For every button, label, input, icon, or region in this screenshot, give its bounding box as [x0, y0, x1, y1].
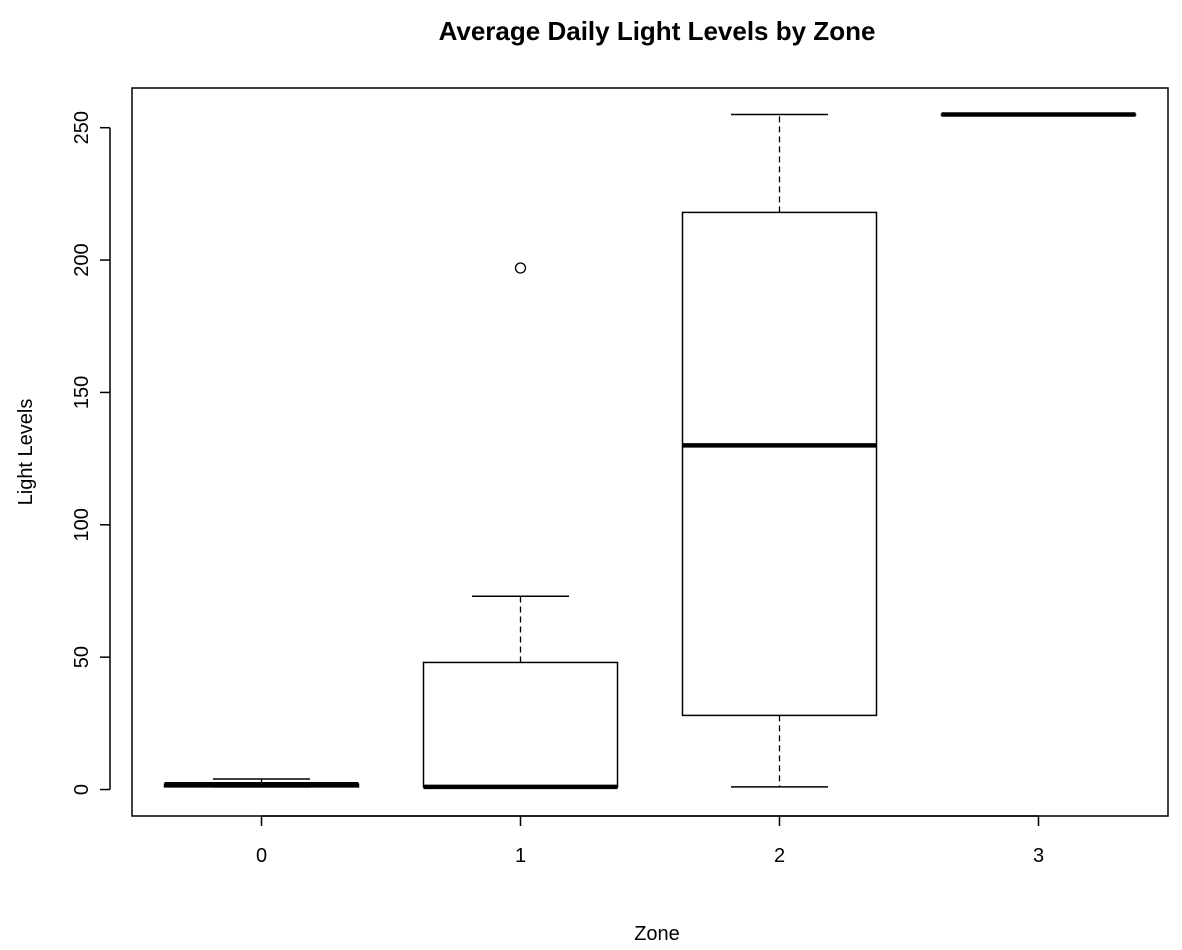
- y-tick-label: 150: [71, 376, 93, 409]
- x-tick-label: 1: [515, 845, 526, 867]
- chart-title: Average Daily Light Levels by Zone: [439, 16, 876, 46]
- y-axis-label: Light Levels: [15, 399, 37, 506]
- x-tick-label: 3: [1033, 845, 1044, 867]
- plot-frame: [131, 87, 1169, 817]
- boxes: [163, 112, 1137, 790]
- y-tick-label: 0: [71, 784, 93, 795]
- box-iqr: [681, 211, 878, 717]
- box-1: [422, 262, 619, 790]
- y-tick-label: 200: [71, 243, 93, 276]
- y-axis: 0 50 100 150 200 250: [71, 111, 111, 795]
- box-0: [163, 778, 360, 788]
- outlier-point: [514, 262, 527, 274]
- y-tick-label: 100: [71, 508, 93, 541]
- x-axis-label: Zone: [634, 923, 680, 945]
- x-axis: 0 1 2 3: [256, 815, 1044, 867]
- box-2: [681, 113, 878, 788]
- x-tick-label: 2: [774, 845, 785, 867]
- y-tick-label: 50: [71, 646, 93, 668]
- x-tick-label: 0: [256, 845, 267, 867]
- box-iqr: [422, 661, 619, 788]
- box-3: [940, 112, 1137, 117]
- y-tick-label: 250: [71, 111, 93, 144]
